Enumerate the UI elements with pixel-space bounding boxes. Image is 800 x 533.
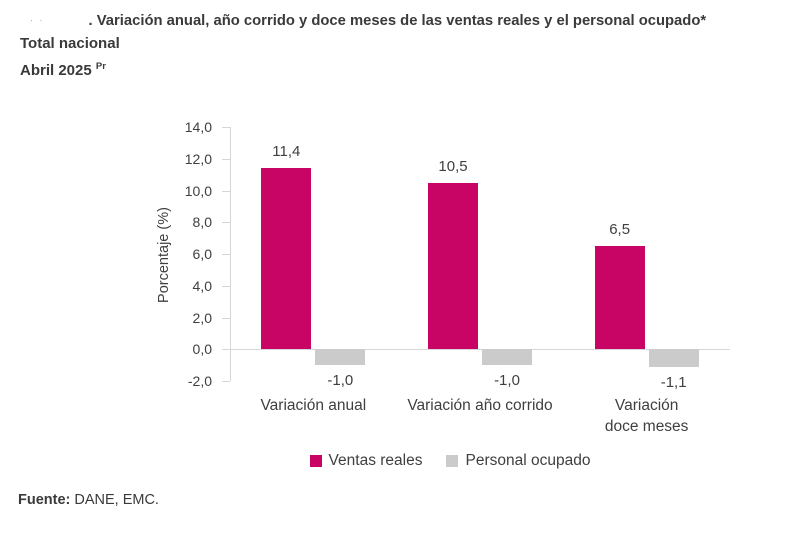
y-tick-label: 8,0	[192, 214, 212, 231]
bar-ventas-reales-2	[594, 246, 645, 350]
value-label-ventas-reales-0: 11,4	[272, 143, 301, 161]
y-tick-label: 12,0	[184, 150, 212, 167]
y-tick-mark	[222, 190, 230, 192]
y-tick-label: 10,0	[184, 182, 212, 199]
legend-item-ventas-reales: Ventas reales	[309, 452, 423, 470]
bar-personal-ocupado-0	[315, 349, 366, 366]
legend-label-ventas-reales: Ventas reales	[328, 452, 423, 469]
legend-label-personal-ocupado: Personal ocupado	[465, 452, 591, 469]
y-tick-mark	[222, 381, 230, 382]
y-tick-mark	[222, 158, 230, 160]
bar-ventas-reales-1	[428, 182, 478, 350]
y-tick-label: 14,0	[184, 119, 212, 135]
bar-personal-ocupado-1	[482, 349, 532, 366]
legend: Ventas reales Personal ocupado	[160, 452, 740, 470]
value-label-personal-ocupado-2: -1,1	[660, 373, 687, 391]
value-label-ventas-reales-2: 6,5	[609, 221, 631, 239]
source-text: DANE, EMC.	[74, 492, 159, 508]
y-tick-mark	[222, 222, 230, 224]
y-tick-label: 0,0	[192, 341, 212, 358]
x-category-label-1: Variación año corrido	[407, 397, 553, 414]
x-category-label-0: Variación anual	[260, 397, 367, 414]
legend-item-personal-ocupado: Personal ocupado	[446, 452, 590, 470]
source-note: Fuente: DANE, EMC.	[18, 491, 159, 509]
y-tick-label: 2,0	[192, 309, 212, 326]
y-tick-mark	[222, 127, 230, 128]
bar-personal-ocupado-2	[648, 349, 699, 367]
plot-area: 14,0 12,0 10,0 8,0 6,0 4,0 2,0 0,0 -2,0 11,4 -1,0 1…	[185, 119, 730, 391]
y-tick-mark	[222, 254, 230, 255]
source-label: Fuente:	[18, 492, 71, 508]
y-tick-mark	[222, 317, 230, 319]
value-label-personal-ocupado-1: -1,0	[494, 372, 520, 390]
y-tick-mark	[222, 285, 230, 287]
value-label-personal-ocupado-0: -1,0	[327, 372, 354, 390]
chart-subtitle: Total nacional	[20, 35, 120, 52]
x-category-label-2: Variación doce meses	[604, 397, 689, 435]
value-label-ventas-reales-1: 10,5	[438, 157, 468, 175]
figure-label-dots: · ·	[30, 15, 45, 25]
period-text: Abril 2025	[20, 62, 92, 79]
legend-swatch-icon	[446, 455, 459, 467]
legend-swatch-icon	[309, 455, 322, 467]
y-tick-mark	[222, 349, 230, 351]
chart-period: Abril 2025 Pr	[20, 58, 798, 80]
bar-ventas-reales-0	[261, 168, 312, 350]
y-tick-label: -2,0	[187, 373, 212, 389]
zero-line	[230, 349, 730, 351]
period-superscript: Pr	[95, 61, 106, 72]
chart-title-line: · · . Variación anual, año corrido y doce…	[20, 11, 798, 30]
y-axis-line	[230, 127, 231, 381]
chart-header: · · . Variación anual, año corrido y doce…	[20, 11, 798, 80]
chart-title: . Variación anual, año corrido y doce me…	[88, 13, 707, 29]
y-tick-label: 6,0	[192, 246, 212, 262]
y-tick-label: 4,0	[192, 277, 212, 294]
